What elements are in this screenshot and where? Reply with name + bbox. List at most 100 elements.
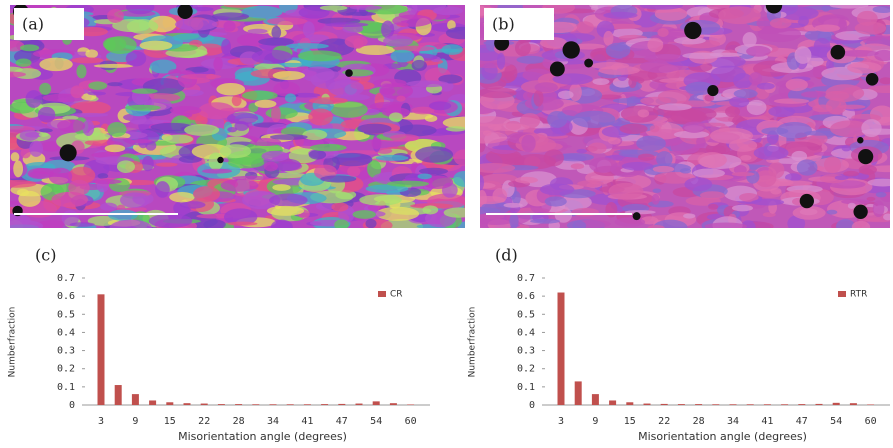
pore [584, 59, 593, 68]
grain [504, 64, 517, 81]
grain [504, 203, 523, 208]
grain [709, 53, 742, 57]
grain [855, 22, 886, 35]
grain [165, 135, 194, 144]
bar [730, 404, 737, 405]
grain [841, 199, 870, 205]
y-tick-label: 0.5 [517, 309, 535, 320]
grain [94, 64, 134, 68]
grain [768, 106, 795, 117]
grain [697, 152, 726, 168]
pore [563, 41, 580, 58]
grain [718, 6, 761, 24]
bar [558, 293, 565, 405]
grain [516, 56, 545, 64]
grain [852, 221, 870, 233]
grain [365, 219, 376, 228]
grain [650, 125, 660, 132]
grain [454, 149, 474, 165]
bar [747, 404, 754, 405]
grain [346, 12, 377, 16]
grain [107, 122, 126, 137]
grain [830, 2, 869, 8]
grain [221, 39, 231, 55]
grain [743, 32, 757, 47]
grain [544, 149, 564, 166]
x-tick-label: 15 [164, 416, 176, 427]
grain [347, 166, 360, 177]
grain [422, 205, 438, 214]
grain [606, 43, 631, 58]
grain [418, 173, 432, 179]
grain [638, 109, 650, 117]
grain [381, 20, 394, 38]
bar [626, 402, 633, 405]
grain [603, 31, 613, 46]
grain [571, 208, 599, 217]
pore [60, 144, 77, 161]
bar [270, 404, 277, 405]
pore [345, 69, 353, 77]
bar [764, 404, 771, 405]
grain [644, 54, 688, 63]
x-tick-label: 15 [624, 416, 636, 427]
pore [684, 22, 701, 39]
grain [547, 111, 567, 128]
grain [620, 124, 648, 134]
y-tick-label: 0.1 [57, 382, 75, 393]
y-tick-label: 0.2 [57, 364, 75, 375]
grain [786, 79, 808, 92]
grain [107, 82, 122, 86]
grain [142, 156, 154, 171]
grain [476, 175, 484, 191]
x-tick-label: 3 [98, 416, 104, 427]
pore [633, 212, 641, 220]
grain [131, 119, 164, 124]
grain [20, 44, 39, 51]
grain [683, 213, 695, 218]
grain [859, 165, 877, 175]
grain [100, 203, 117, 211]
grain [572, 221, 586, 231]
pore [866, 73, 879, 86]
grain [308, 109, 333, 126]
grain [406, 80, 449, 87]
grain [795, 46, 812, 64]
grain [105, 144, 126, 152]
grain [181, 74, 221, 79]
grain [383, 35, 413, 46]
bar [201, 404, 208, 405]
y-axis-label: Numberfraction [468, 307, 478, 378]
grain [446, 27, 478, 39]
bar [592, 394, 599, 405]
grain [825, 84, 864, 102]
grain [693, 168, 725, 177]
grain [826, 210, 837, 215]
grain [20, 130, 39, 141]
grain [149, 214, 192, 228]
grain [858, 36, 882, 40]
grain [683, 122, 706, 133]
grain [429, 101, 451, 110]
pore [853, 205, 867, 219]
bar [373, 401, 380, 405]
bar [235, 404, 242, 405]
x-axis-label: Misorientation angle (degrees) [638, 430, 807, 443]
x-tick-label: 9 [592, 416, 598, 427]
bar [850, 403, 857, 405]
bar [798, 404, 805, 405]
grain [751, 199, 784, 206]
bar [816, 404, 823, 405]
grain [85, 49, 98, 58]
grain [285, 93, 296, 102]
y-tick-label: 0.6 [517, 291, 535, 302]
grain [27, 168, 53, 179]
grain [303, 21, 315, 37]
bar [115, 385, 122, 405]
grain [271, 220, 293, 234]
grain [272, 184, 290, 191]
grain [835, 175, 849, 180]
grain [0, 220, 43, 232]
grain [331, 202, 348, 211]
legend-label: RTR [850, 290, 867, 300]
